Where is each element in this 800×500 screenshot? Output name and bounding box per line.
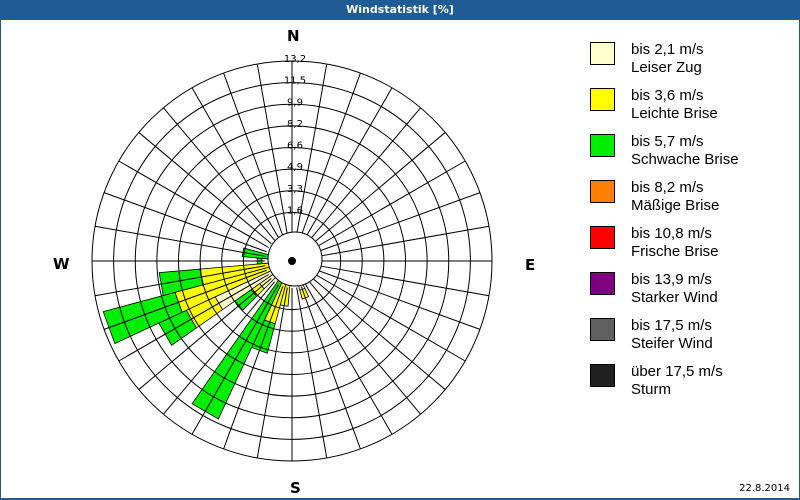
- ring-label: 9,9: [287, 97, 303, 108]
- grid-spoke: [312, 277, 446, 390]
- grid-spoke: [300, 72, 361, 236]
- grid-spoke: [305, 87, 393, 238]
- grid-spoke: [296, 287, 328, 459]
- grid-spoke: [94, 225, 266, 257]
- legend-swatch: [590, 318, 615, 341]
- legend-range: bis 17,5 m/s: [631, 317, 712, 334]
- compass-east: E: [525, 256, 536, 274]
- legend-label: Mäßige Brise: [631, 197, 720, 214]
- legend-range: bis 2,1 m/s: [631, 41, 704, 58]
- wind-rose-chart: 1,6 3,3 4,9 6,6 8,2 9,9 11,5 13,2: [91, 54, 493, 462]
- ring-label: 1,6: [287, 205, 303, 216]
- legend-swatch: [590, 226, 615, 249]
- ring-label: 4,9: [287, 162, 303, 173]
- grid-spoke: [191, 87, 279, 238]
- ring-label: 13,2: [284, 54, 306, 65]
- ring-label: 8,2: [287, 119, 303, 130]
- compass-north: N: [287, 27, 300, 45]
- grid-spoke: [163, 107, 276, 241]
- legend-label: Leiser Zug: [631, 59, 702, 76]
- grid-spoke: [315, 160, 466, 248]
- legend-label: Steifer Wind: [631, 335, 713, 352]
- legend-range: bis 3,6 m/s: [631, 87, 704, 104]
- ring-label: 3,3: [287, 184, 303, 195]
- date-label: 22.8.2014: [739, 483, 790, 494]
- legend-swatch: [590, 42, 615, 65]
- grid-spoke: [312, 132, 446, 245]
- grid-spoke: [317, 192, 481, 253]
- center-hub: [288, 257, 296, 265]
- legend-label: Schwache Brise: [631, 151, 739, 168]
- legend-swatch: [590, 364, 615, 387]
- legend-label: Frische Brise: [631, 243, 719, 260]
- legend-swatch: [590, 134, 615, 157]
- grid-spoke: [118, 160, 269, 248]
- legend-range: bis 5,7 m/s: [631, 133, 704, 150]
- ring-label: 6,6: [287, 141, 303, 152]
- legend-label: Starker Wind: [631, 289, 718, 306]
- grid-spoke: [103, 192, 267, 253]
- grid-spoke: [315, 274, 466, 362]
- grid-spoke: [300, 286, 361, 450]
- grid-spoke: [138, 277, 272, 390]
- grid-spoke: [138, 132, 272, 245]
- grid-spoke: [296, 63, 328, 235]
- legend-swatch: [590, 88, 615, 111]
- petal-segment: [102, 291, 183, 345]
- bottom-border: [0, 498, 800, 500]
- ring-label: 11,5: [284, 76, 306, 87]
- grid-spoke: [223, 72, 284, 236]
- grid-spoke: [103, 269, 267, 330]
- legend-range: über 17,5 m/s: [631, 363, 723, 380]
- legend-label: Leichte Brise: [631, 105, 718, 122]
- grid-spoke: [256, 287, 288, 459]
- grid-spoke: [223, 286, 284, 450]
- grid-spoke: [118, 274, 269, 362]
- legend-swatch: [590, 180, 615, 203]
- compass-south: S: [290, 479, 301, 497]
- grid-spoke: [163, 281, 276, 415]
- grid-spoke: [256, 63, 288, 235]
- grid-spoke: [94, 265, 266, 297]
- legend-range: bis 10,8 m/s: [631, 225, 712, 242]
- grid-spoke: [308, 107, 421, 241]
- window-title: Windstatistik [%]: [0, 0, 800, 20]
- legend-swatch: [590, 272, 615, 295]
- legend-range: bis 13,9 m/s: [631, 271, 712, 288]
- grid-spoke: [317, 269, 481, 330]
- grid-spoke: [305, 284, 393, 435]
- legend-range: bis 8,2 m/s: [631, 179, 704, 196]
- grid-spoke: [308, 281, 421, 415]
- legend-label: Sturm: [631, 381, 672, 398]
- grid-spoke: [318, 225, 490, 257]
- compass-west: W: [53, 255, 70, 273]
- grid-spoke: [318, 265, 490, 297]
- grid-spoke: [191, 284, 279, 435]
